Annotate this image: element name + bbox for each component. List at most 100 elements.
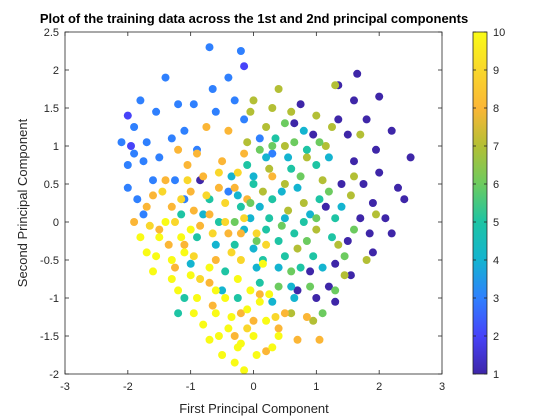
data-point xyxy=(149,267,157,276)
data-point xyxy=(274,282,283,291)
data-point xyxy=(277,187,286,196)
data-point xyxy=(243,138,252,147)
data-point xyxy=(208,301,217,310)
data-point xyxy=(177,233,186,242)
data-point xyxy=(233,168,242,177)
data-point xyxy=(123,183,132,192)
data-point xyxy=(174,100,183,109)
x-tick-label: -1 xyxy=(186,381,196,393)
data-point xyxy=(280,214,289,223)
data-point xyxy=(306,267,315,276)
data-point xyxy=(152,107,161,116)
colorbar xyxy=(473,32,487,374)
data-point xyxy=(171,263,179,272)
data-point xyxy=(268,195,277,204)
data-point xyxy=(331,259,340,268)
data-point xyxy=(246,214,255,223)
y-axis-label: Second Principal Component xyxy=(15,118,30,287)
data-point xyxy=(306,210,315,219)
data-point xyxy=(356,214,365,223)
data-point xyxy=(127,142,135,150)
data-point xyxy=(180,126,189,135)
data-point xyxy=(271,134,280,143)
data-point xyxy=(284,206,293,215)
data-point xyxy=(255,297,264,306)
data-point xyxy=(262,240,271,249)
data-point xyxy=(133,195,142,204)
data-point xyxy=(240,62,249,71)
data-point xyxy=(387,229,396,238)
data-point xyxy=(255,134,264,143)
data-point xyxy=(340,271,349,280)
data-point xyxy=(362,256,371,264)
data-point xyxy=(246,199,255,207)
data-point xyxy=(193,149,201,158)
data-point xyxy=(381,214,390,223)
data-point xyxy=(302,153,311,162)
data-point xyxy=(180,248,189,257)
data-point xyxy=(243,324,252,333)
data-point xyxy=(193,233,201,242)
data-point xyxy=(230,332,239,340)
data-point xyxy=(262,347,271,356)
data-point xyxy=(287,107,296,116)
x-tick-label: 2 xyxy=(376,381,382,393)
data-point xyxy=(350,225,358,234)
colorbar-tick-label: 9 xyxy=(493,65,499,77)
data-point xyxy=(255,290,264,299)
data-point xyxy=(271,313,280,321)
data-point xyxy=(189,100,198,109)
data-point xyxy=(205,335,214,344)
data-point xyxy=(155,153,164,162)
data-point xyxy=(186,225,195,234)
y-tick-label: 1 xyxy=(53,141,59,153)
data-point xyxy=(331,81,340,90)
data-point xyxy=(177,195,186,204)
data-point xyxy=(186,259,195,268)
data-point xyxy=(236,229,245,238)
data-point xyxy=(296,263,305,272)
data-point xyxy=(302,313,311,321)
data-point xyxy=(299,218,308,226)
data-point xyxy=(287,309,296,318)
colorbar-tick-label: 10 xyxy=(493,27,505,39)
data-point xyxy=(299,199,308,207)
data-point xyxy=(315,195,324,204)
data-point xyxy=(287,267,296,276)
data-point xyxy=(199,172,208,181)
data-point xyxy=(262,316,271,325)
data-point xyxy=(193,294,201,302)
data-point xyxy=(171,176,179,185)
data-point xyxy=(196,275,205,283)
data-point xyxy=(233,294,242,302)
data-point xyxy=(337,202,346,211)
data-point xyxy=(230,240,239,249)
data-point xyxy=(249,172,258,181)
data-point xyxy=(130,149,139,158)
data-point xyxy=(240,115,249,124)
data-point xyxy=(233,275,242,283)
data-point xyxy=(258,187,267,196)
data-point xyxy=(152,252,161,261)
data-point xyxy=(312,225,321,234)
data-point xyxy=(249,316,258,325)
data-point xyxy=(224,324,233,333)
data-point xyxy=(246,286,255,295)
data-point xyxy=(255,202,264,211)
data-point xyxy=(123,161,132,169)
data-point xyxy=(290,138,299,147)
data-point xyxy=(130,218,139,226)
data-point xyxy=(346,271,355,280)
data-point xyxy=(274,85,283,93)
data-point xyxy=(227,172,236,181)
data-point xyxy=(365,229,374,238)
data-point xyxy=(359,180,368,188)
data-point xyxy=(334,115,343,124)
data-point xyxy=(331,297,340,306)
colorbar-tick-label: 3 xyxy=(493,293,499,305)
data-point xyxy=(155,225,164,234)
data-point xyxy=(155,233,164,242)
data-point xyxy=(309,130,318,139)
data-point xyxy=(268,142,277,150)
